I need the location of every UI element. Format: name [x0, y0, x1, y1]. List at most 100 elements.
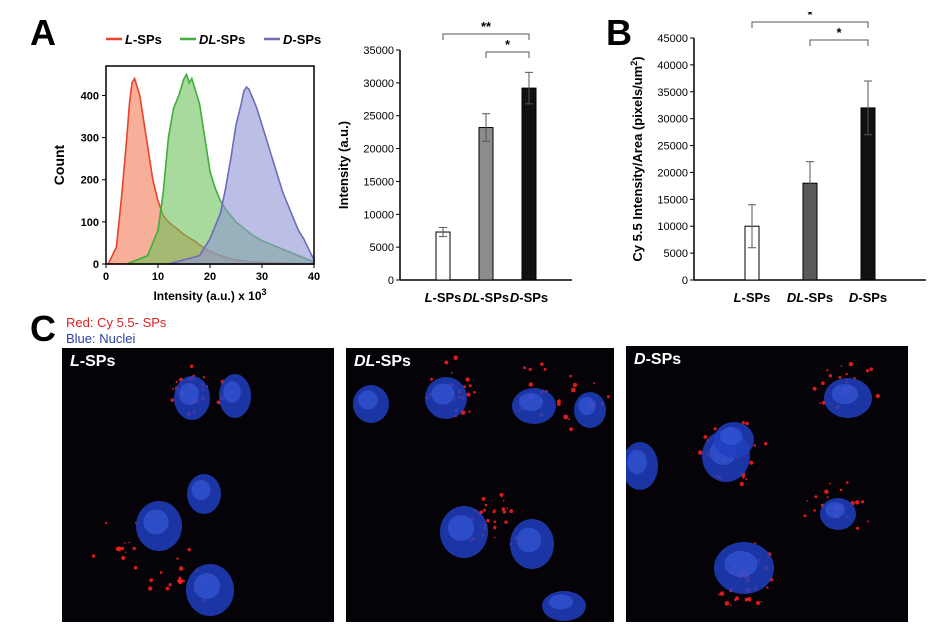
cy55-particle: [121, 555, 126, 561]
legend-blue-text: Blue: Nuclei: [66, 331, 136, 346]
cy55-particle: [187, 548, 191, 552]
significance-label: **: [481, 19, 492, 34]
cy55-particle: [483, 508, 486, 512]
cy55-particle: [189, 364, 194, 368]
bar-ytick-label: 5000: [370, 242, 394, 254]
bar-ytick-label: 35000: [657, 87, 688, 99]
micrograph-label: L-SPs: [70, 353, 116, 370]
nucleus-highlight: [627, 450, 647, 474]
cy55-particle: [124, 551, 127, 553]
cy55-particle: [170, 398, 175, 402]
cy55-particle: [814, 495, 818, 499]
cy55-particle: [128, 541, 130, 544]
cy55-particle: [486, 518, 490, 523]
nucleus-highlight: [431, 383, 455, 405]
histogram-legend-label: DL-SPs: [199, 32, 245, 47]
cy55-particle: [501, 507, 506, 511]
bar-1: [478, 127, 494, 281]
cy55-particle: [764, 442, 768, 446]
significance-label: *: [807, 12, 813, 22]
cy55-particle: [502, 510, 507, 514]
cy55-particle: [724, 601, 730, 606]
nucleus-highlight: [358, 390, 378, 410]
cy55-particle: [829, 482, 832, 485]
cy55-particle: [557, 399, 561, 404]
bar-ytick-label: 20000: [657, 167, 688, 179]
cy55-particle: [570, 387, 576, 393]
significance-bracket: [751, 21, 869, 28]
cy55-particle: [492, 510, 496, 514]
histogram-ytick-label: 100: [81, 217, 99, 229]
cy55-particle: [806, 500, 808, 502]
histogram-xtick-label: 0: [103, 271, 109, 283]
bar-0: [435, 231, 451, 281]
cy55-particle: [175, 380, 178, 383]
cy55-particle: [468, 384, 472, 388]
cy55-particle: [504, 520, 508, 524]
cy55-particle: [177, 578, 182, 584]
histogram-xtick-label: 40: [308, 271, 320, 283]
cy55-particle: [159, 571, 163, 574]
cy55-particle: [855, 500, 860, 505]
cy55-particle: [828, 374, 833, 378]
cy55-particle: [593, 382, 596, 385]
bar-ytick-label: 5000: [664, 248, 688, 260]
cy55-particle: [465, 377, 470, 382]
significance-label: *: [836, 25, 842, 40]
nucleus-highlight: [191, 480, 211, 500]
cy55-particle: [563, 414, 569, 420]
histogram-ytick-label: 0: [93, 259, 99, 271]
nucleus-highlight: [447, 515, 475, 541]
cy55-particle: [444, 360, 449, 365]
histogram-yaxis-label: Count: [51, 144, 67, 185]
cy55-particle: [742, 476, 745, 479]
cy55-particle: [123, 542, 126, 544]
bar-2: [521, 87, 537, 281]
cy55-particle: [730, 604, 732, 606]
cy55-particle: [755, 600, 761, 606]
bar-ytick-label: 30000: [363, 78, 394, 90]
cy55-particle: [846, 481, 849, 484]
cy55-particle: [493, 525, 497, 530]
bar-category-label: D-SPs: [510, 290, 548, 305]
cy55-particle: [148, 586, 153, 591]
bar-ytick-label: 45000: [657, 33, 688, 45]
cy55-particle: [819, 402, 822, 404]
cy55-particle: [481, 496, 486, 501]
bar-ytick-label: 15000: [657, 194, 688, 206]
cy55-particle: [848, 362, 854, 367]
bar-ytick-label: 25000: [363, 111, 394, 123]
histogram-legend-label: D-SPs: [283, 32, 321, 47]
bar-category-label: L-SPs: [734, 290, 771, 305]
bar-ytick-label: 15000: [363, 176, 394, 188]
cy55-particle: [745, 478, 748, 481]
cy55-particle: [473, 390, 476, 394]
micrograph-label: DL-SPs: [354, 353, 411, 370]
cy55-particle: [506, 507, 509, 509]
cy55-particle: [503, 500, 505, 502]
histogram-ytick-label: 400: [81, 90, 99, 102]
cy55-particle: [867, 520, 870, 523]
cy55-particle: [739, 481, 744, 487]
micrograph-dl-sps: DL-SPs: [346, 348, 614, 622]
cy55-particle: [860, 500, 865, 504]
bar-ytick-label: 20000: [363, 144, 394, 156]
cy55-particle: [569, 427, 573, 432]
cy55-particle: [856, 526, 860, 530]
histogram-xtick-label: 30: [256, 271, 268, 283]
histogram-xaxis-label: Intensity (a.u.) x 103: [153, 287, 266, 303]
bar-ytick-label: 25000: [657, 141, 688, 153]
significance-bracket: [809, 39, 869, 46]
cy55-particle: [172, 388, 174, 391]
cy55-particle: [719, 591, 725, 596]
cy55-particle: [606, 395, 610, 399]
cy55-particle: [202, 376, 206, 379]
cy55-particle: [869, 367, 874, 371]
cy55-particle: [744, 597, 748, 601]
cy55-particle: [528, 382, 533, 387]
bar-ytick-label: 40000: [657, 60, 688, 72]
cy55-particle: [484, 503, 488, 507]
bar-category-label: DL-SPs: [787, 290, 833, 305]
cy55-particle: [165, 586, 170, 591]
